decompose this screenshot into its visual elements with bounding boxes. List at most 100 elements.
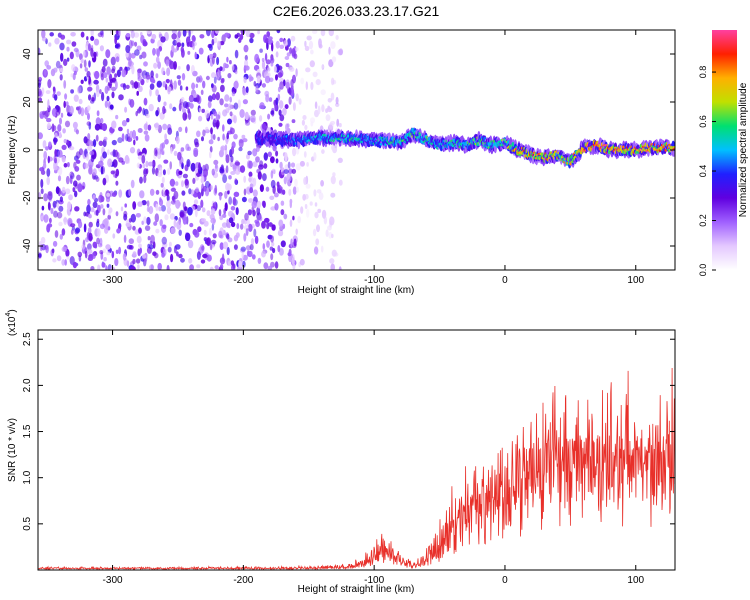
noise-cell <box>305 183 311 189</box>
noise-cell <box>69 51 74 60</box>
noise-cell <box>283 40 288 47</box>
noise-cell <box>90 154 95 163</box>
noise-cell <box>100 204 104 209</box>
noise-cell <box>209 151 212 159</box>
noise-cell <box>320 30 326 37</box>
noise-cell <box>38 97 43 103</box>
noise-cell <box>77 183 83 193</box>
noise-cell <box>320 245 324 253</box>
noise-cell <box>132 225 136 231</box>
noise-cell <box>216 56 220 66</box>
noise-cell <box>49 217 52 224</box>
noise-cell <box>239 109 245 118</box>
noise-cell <box>102 248 106 254</box>
noise-cell <box>286 52 291 57</box>
noise-cell <box>38 132 43 140</box>
noise-cell <box>184 178 189 186</box>
noise-cell <box>61 155 66 163</box>
noise-cell <box>87 112 90 121</box>
noise-cell <box>90 36 95 41</box>
noise-cell <box>201 108 205 113</box>
noise-cell <box>181 190 186 196</box>
noise-cell <box>338 179 343 186</box>
noise-cell <box>185 126 188 134</box>
noise-cell <box>70 172 75 180</box>
noise-cell <box>65 175 70 185</box>
noise-cell <box>256 75 261 84</box>
noise-cell <box>137 70 140 80</box>
noise-cell <box>160 205 166 212</box>
noise-cell <box>233 191 240 197</box>
noise-cell <box>211 93 217 101</box>
noise-cell <box>193 138 199 146</box>
noise-cell <box>323 216 328 225</box>
noise-cell <box>330 218 334 223</box>
noise-cell <box>177 79 182 86</box>
noise-cell <box>226 233 230 240</box>
noise-cell <box>147 236 151 241</box>
noise-cell <box>88 60 91 68</box>
noise-cell <box>112 159 118 168</box>
noise-cell <box>196 251 201 260</box>
noise-cell <box>312 30 318 34</box>
noise-cell <box>125 66 131 71</box>
noise-cell <box>175 181 179 186</box>
noise-cell <box>292 186 297 195</box>
noise-cell <box>95 134 99 142</box>
noise-cell <box>290 35 296 42</box>
noise-cell <box>310 49 314 55</box>
noise-cell <box>141 155 146 164</box>
snr-y-axis: 0.5 1.0 1.5 2.0 2.5 <box>22 332 675 531</box>
noise-cell <box>304 45 310 52</box>
noise-cell <box>275 158 279 164</box>
noise-cell <box>66 39 72 45</box>
noise-cell <box>101 262 106 268</box>
noise-cell <box>192 92 198 98</box>
noise-cell <box>226 132 229 140</box>
noise-cell <box>88 232 93 242</box>
noise-cell <box>56 91 61 96</box>
noise-cell <box>95 117 101 126</box>
noise-cell <box>154 48 161 55</box>
noise-cell <box>237 99 241 109</box>
noise-cell <box>90 266 95 270</box>
noise-cell <box>150 70 154 78</box>
noise-cell <box>273 65 277 73</box>
noise-cell <box>194 208 198 218</box>
noise-cell <box>43 214 49 223</box>
noise-cell <box>128 188 132 197</box>
noise-cell <box>249 187 254 194</box>
noise-cell <box>321 64 324 70</box>
noise-cell <box>104 220 109 230</box>
noise-cell <box>59 67 64 73</box>
noise-cell <box>306 208 310 218</box>
noise-cell <box>219 242 224 251</box>
x-tick-label: -200 <box>233 575 253 586</box>
noise-cell <box>175 168 180 177</box>
noise-cell <box>312 228 317 237</box>
noise-cell <box>155 56 160 64</box>
noise-cell <box>227 222 231 229</box>
noise-cell <box>97 32 103 38</box>
noise-cell <box>208 227 212 236</box>
noise-cell <box>283 169 289 175</box>
noise-cell <box>209 146 213 153</box>
noise-cell <box>278 219 284 228</box>
noise-cell <box>136 90 139 96</box>
noise-cell <box>279 37 284 43</box>
noise-cell <box>71 64 76 72</box>
noise-cell <box>112 233 116 239</box>
noise-cell <box>234 49 239 59</box>
noise-cell <box>232 196 237 206</box>
noise-cell <box>326 106 333 113</box>
noise-cell <box>176 220 182 230</box>
noise-cell <box>271 42 274 52</box>
noise-cell <box>215 71 220 81</box>
noise-cell <box>105 244 111 250</box>
noise-cell <box>210 132 214 141</box>
noise-cell <box>291 257 295 266</box>
noise-cell <box>162 169 166 176</box>
noise-cell <box>180 257 185 263</box>
noise-cell <box>101 91 105 102</box>
noise-cell <box>126 128 130 134</box>
